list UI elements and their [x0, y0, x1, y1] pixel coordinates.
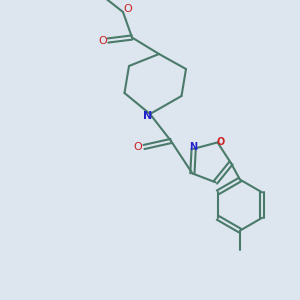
Text: N: N — [190, 142, 198, 152]
Text: O: O — [216, 137, 225, 147]
Text: N: N — [143, 111, 152, 122]
Text: O: O — [133, 142, 142, 152]
Text: O: O — [123, 4, 132, 14]
Text: O: O — [98, 35, 107, 46]
